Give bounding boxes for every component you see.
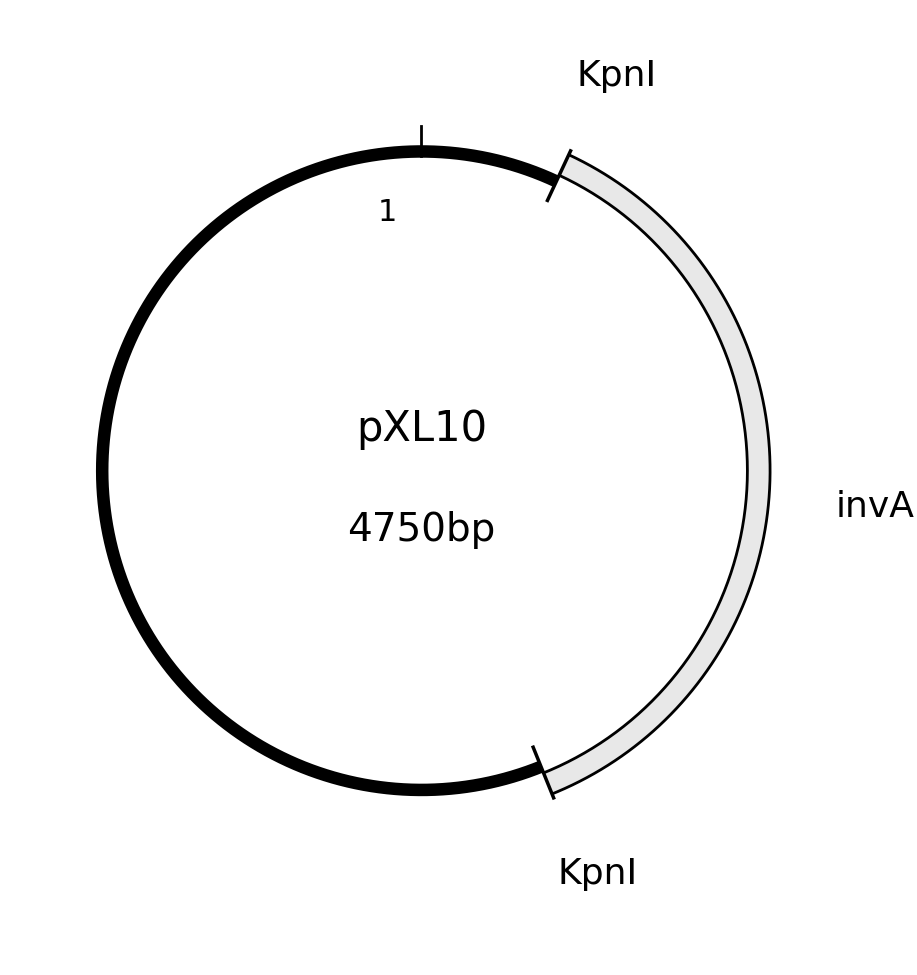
Polygon shape <box>544 155 770 794</box>
Text: KpnI: KpnI <box>558 857 637 891</box>
Text: invA: invA <box>835 489 915 524</box>
Text: pXL10: pXL10 <box>356 408 487 449</box>
Text: KpnI: KpnI <box>577 59 657 93</box>
Text: 1: 1 <box>378 198 398 226</box>
Text: 4750bp: 4750bp <box>348 511 495 549</box>
